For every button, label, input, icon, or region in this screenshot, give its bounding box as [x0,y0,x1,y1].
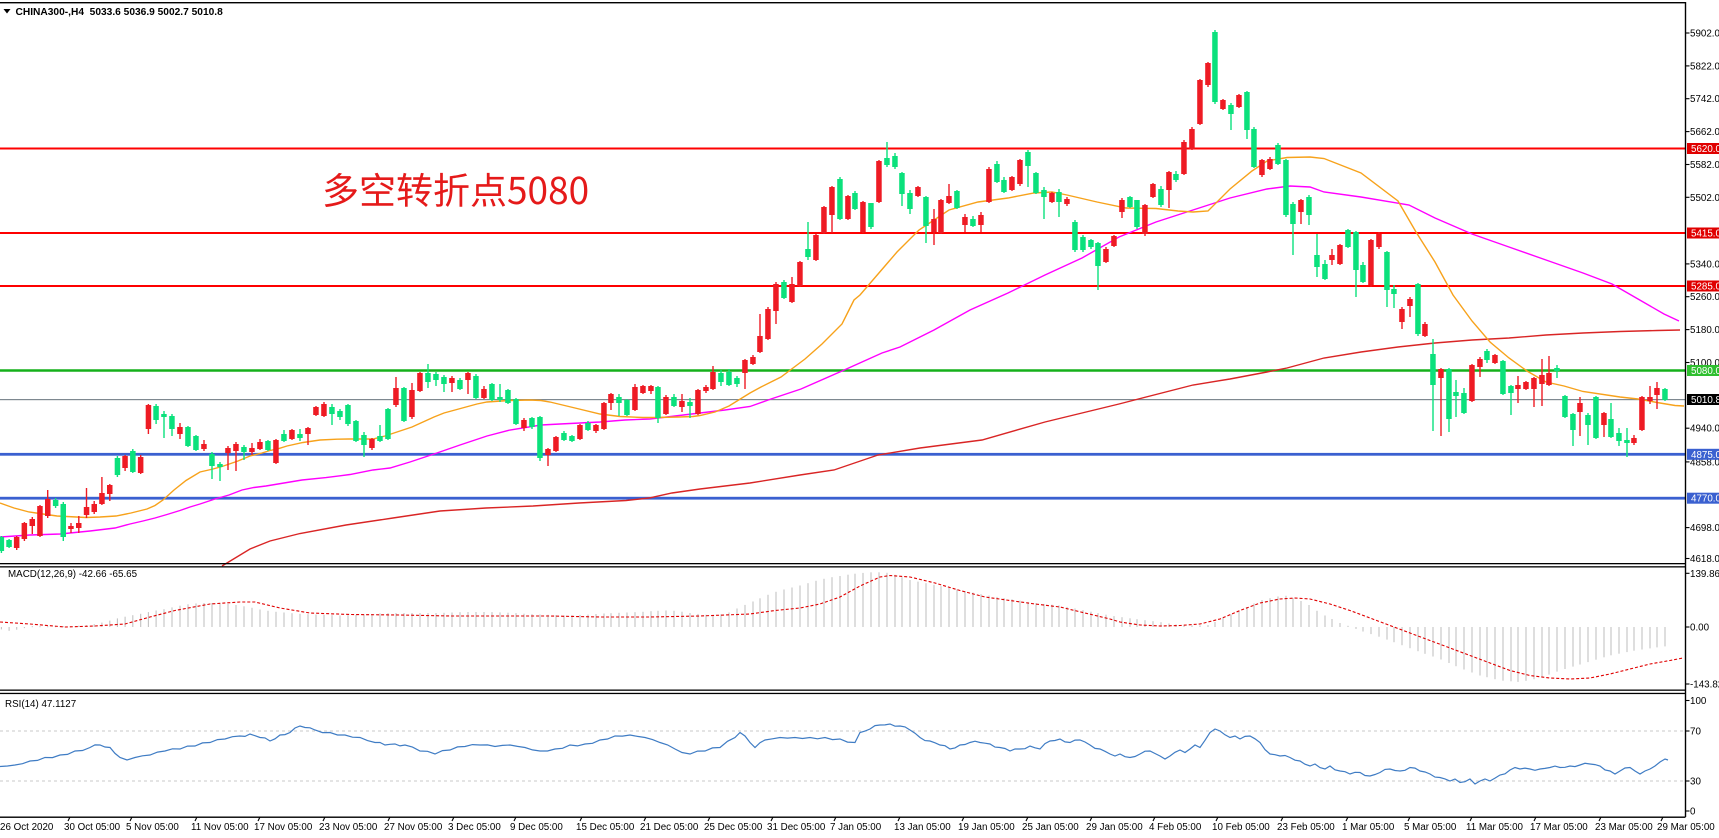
svg-text:4858.0: 4858.0 [1690,457,1719,468]
svg-text:29 Mar 05:00: 29 Mar 05:00 [1657,822,1715,833]
svg-text:5080.0: 5080.0 [1691,366,1719,377]
svg-text:70: 70 [1690,727,1701,738]
svg-text:23 Nov 05:00: 23 Nov 05:00 [319,822,378,833]
svg-text:15 Dec 05:00: 15 Dec 05:00 [576,822,635,833]
svg-text:11 Nov 05:00: 11 Nov 05:00 [191,822,249,833]
svg-text:23 Mar 05:00: 23 Mar 05:00 [1595,822,1653,833]
svg-text:5285.0: 5285.0 [1691,282,1719,293]
svg-text:3 Dec 05:00: 3 Dec 05:00 [448,822,501,833]
svg-text:5742.0: 5742.0 [1690,94,1719,105]
svg-text:5340.0: 5340.0 [1690,259,1719,270]
svg-text:5902.0: 5902.0 [1690,29,1719,40]
svg-text:0.00: 0.00 [1690,623,1710,634]
svg-text:4940.0: 4940.0 [1690,424,1719,435]
svg-text:19 Jan 05:00: 19 Jan 05:00 [958,822,1015,833]
svg-text:25 Jan 05:00: 25 Jan 05:00 [1022,822,1079,833]
svg-text:-143.82: -143.82 [1690,680,1719,691]
svg-text:5502.0: 5502.0 [1690,193,1719,204]
svg-text:25 Dec 05:00: 25 Dec 05:00 [704,822,763,833]
svg-text:5180.0: 5180.0 [1690,325,1719,336]
svg-text:5010.8: 5010.8 [1691,395,1719,406]
svg-text:5822.0: 5822.0 [1690,61,1719,72]
svg-text:10 Feb 05:00: 10 Feb 05:00 [1212,822,1270,833]
svg-text:9 Dec 05:00: 9 Dec 05:00 [510,822,563,833]
svg-text:23 Feb 05:00: 23 Feb 05:00 [1277,822,1335,833]
svg-text:4875.0: 4875.0 [1691,450,1719,461]
svg-text:4770.0: 4770.0 [1691,494,1719,505]
svg-text:26 Oct 2020: 26 Oct 2020 [0,822,54,833]
svg-text:21 Dec 05:00: 21 Dec 05:00 [640,822,699,833]
svg-text:100: 100 [1690,696,1707,707]
svg-text:13 Jan 05:00: 13 Jan 05:00 [894,822,951,833]
svg-text:27 Nov 05:00: 27 Nov 05:00 [384,822,443,833]
svg-text:5415.0: 5415.0 [1691,229,1719,240]
svg-text:CHINA300-,H4 5033.6 5036.9 50: CHINA300-,H4 5033.6 5036.9 5002.7 5010.8 [16,7,224,18]
svg-text:5662.0: 5662.0 [1690,127,1719,138]
svg-text:4 Feb 05:00: 4 Feb 05:00 [1149,822,1202,833]
svg-text:4698.0: 4698.0 [1690,523,1719,534]
svg-text:31 Dec 05:00: 31 Dec 05:00 [767,822,826,833]
svg-text:5260.0: 5260.0 [1690,292,1719,303]
svg-text:5620.0: 5620.0 [1691,144,1719,155]
svg-text:5 Mar 05:00: 5 Mar 05:00 [1404,822,1457,833]
svg-text:MACD(12,26,9) -42.66 -65.65: MACD(12,26,9) -42.66 -65.65 [8,569,138,580]
svg-text:4618.0: 4618.0 [1690,554,1719,565]
svg-text:RSI(14) 47.1127: RSI(14) 47.1127 [5,699,76,710]
svg-text:30: 30 [1690,777,1701,788]
svg-text:5 Nov 05:00: 5 Nov 05:00 [126,822,179,833]
svg-text:17 Mar 05:00: 17 Mar 05:00 [1530,822,1588,833]
svg-text:5100.0: 5100.0 [1690,358,1719,369]
svg-text:30 Oct 05:00: 30 Oct 05:00 [64,822,121,833]
svg-text:29 Jan 05:00: 29 Jan 05:00 [1086,822,1143,833]
svg-text:17 Nov 05:00: 17 Nov 05:00 [254,822,313,833]
svg-text:0: 0 [1690,807,1696,818]
svg-text:7 Jan 05:00: 7 Jan 05:00 [830,822,882,833]
svg-text:139.86: 139.86 [1690,569,1719,580]
svg-text:5582.0: 5582.0 [1690,160,1719,171]
svg-text:1 Mar 05:00: 1 Mar 05:00 [1342,822,1395,833]
svg-text:11 Mar 05:00: 11 Mar 05:00 [1466,822,1524,833]
